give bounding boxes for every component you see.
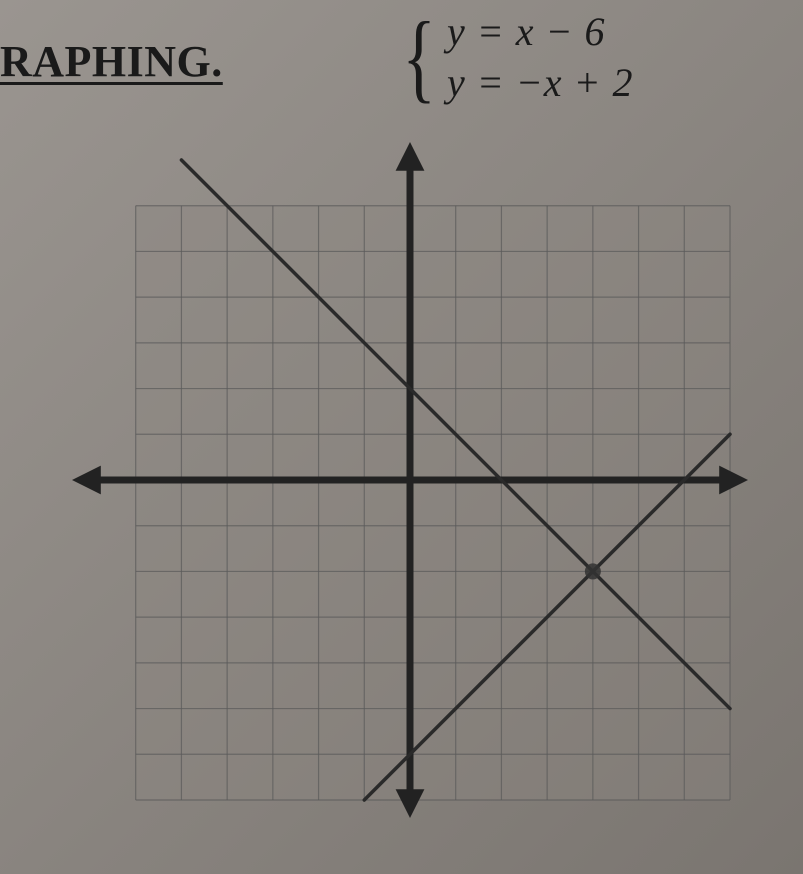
coordinate-graph [50,120,770,840]
intersection-point [585,563,601,579]
brace-icon: { [402,17,436,97]
equation-system: { y = x − 6 y = −x + 2 [395,8,633,106]
equation-2: y = −x + 2 [447,59,633,106]
equation-1: y = x − 6 [447,8,633,55]
section-heading: RAPHING. [0,36,223,87]
